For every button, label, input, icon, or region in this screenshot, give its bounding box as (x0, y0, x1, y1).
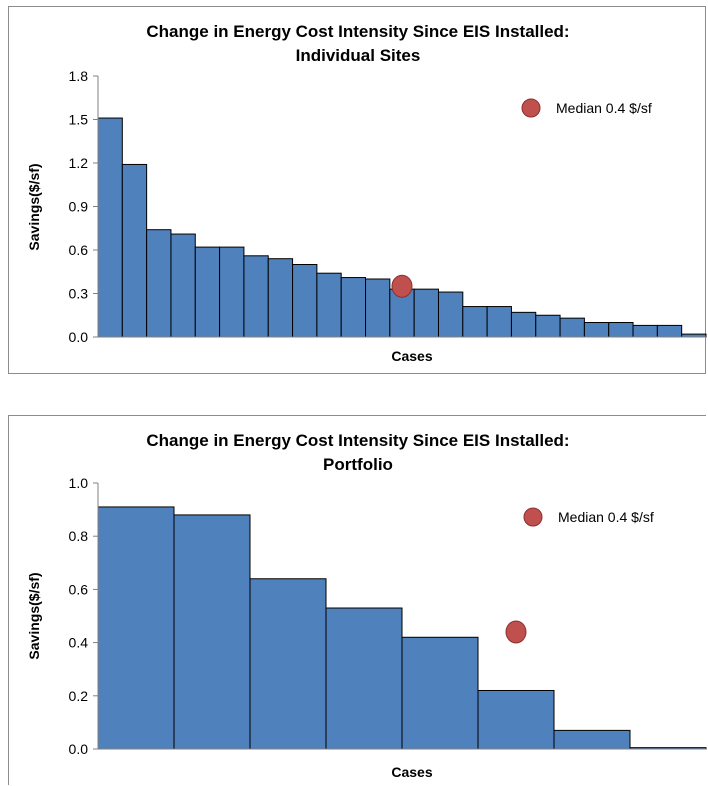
y-tick-label: 0.0 (69, 329, 89, 345)
bar (316, 272, 342, 338)
chart-panel-individual-sites: Change in Energy Cost Intensity Since EI… (8, 6, 707, 374)
bar (553, 729, 631, 750)
bar (477, 689, 555, 750)
y-tick-label: 1.2 (69, 155, 89, 171)
bar (437, 291, 464, 338)
bar (656, 324, 683, 338)
chart-title-line1: Change in Energy Cost Intensity Since EI… (146, 22, 569, 41)
chart-panel-portfolio: Change in Energy Cost Intensity Since EI… (8, 415, 707, 785)
y-tick-label: 1.5 (69, 112, 89, 128)
y-axis-label: Savings($/sf) (26, 572, 42, 659)
bar (97, 117, 123, 338)
chart-individual-sites: Change in Energy Cost Intensity Since EI… (26, 22, 707, 364)
bar (292, 264, 318, 338)
bar (146, 229, 172, 338)
bar (340, 277, 367, 338)
bar (173, 514, 251, 750)
median-marker (391, 274, 413, 298)
y-tick-label: 0.3 (69, 286, 89, 302)
bars-group (97, 117, 707, 338)
bar (486, 306, 512, 338)
y-tick-label: 1.0 (69, 475, 89, 491)
bar (194, 246, 221, 338)
y-tick-label: 0.9 (69, 199, 89, 215)
bar (462, 306, 488, 338)
bar (267, 258, 294, 338)
bar (249, 578, 327, 750)
bars-group (97, 506, 707, 750)
bar (632, 324, 658, 338)
bar (608, 322, 634, 338)
bar (365, 278, 391, 338)
bar (535, 314, 561, 338)
y-tick-label: 0.4 (69, 635, 89, 651)
bar (583, 322, 610, 338)
bar (219, 246, 245, 338)
legend-marker-icon (523, 507, 543, 527)
chart-portfolio: Change in Energy Cost Intensity Since EI… (26, 431, 707, 780)
bar (413, 288, 439, 338)
bar (97, 506, 175, 750)
bar (325, 607, 403, 750)
legend-marker-icon (521, 98, 541, 118)
bar (401, 636, 479, 750)
bar (121, 163, 148, 338)
bar (170, 233, 196, 338)
y-tick-label: 1.8 (69, 68, 89, 84)
chart-title-line2: Portfolio (323, 455, 393, 474)
chart-title-line2: Individual Sites (296, 46, 421, 65)
bar (243, 255, 269, 338)
x-axis-label: Cases (391, 348, 432, 364)
y-tick-label: 0.0 (69, 741, 89, 757)
y-tick-label: 0.6 (69, 581, 89, 597)
y-tick-label: 0.6 (69, 242, 89, 258)
y-axis-label: Savings($/sf) (26, 163, 42, 250)
bar (559, 317, 585, 338)
x-axis-label: Cases (391, 764, 432, 780)
chart-title-line1: Change in Energy Cost Intensity Since EI… (146, 431, 569, 450)
y-tick-label: 0.8 (69, 528, 89, 544)
y-tick-label: 0.2 (69, 688, 89, 704)
legend-label: Median 0.4 $/sf (558, 509, 654, 525)
median-marker (505, 620, 527, 644)
bar (510, 311, 537, 338)
legend-label: Median 0.4 $/sf (556, 100, 652, 116)
